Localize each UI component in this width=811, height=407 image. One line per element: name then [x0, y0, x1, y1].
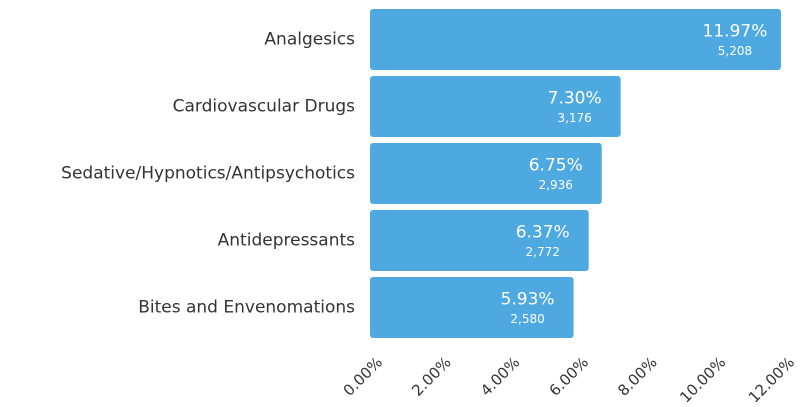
value-label: 5.93%	[501, 290, 555, 310]
bar	[370, 143, 602, 204]
bar	[370, 9, 781, 70]
bar	[370, 76, 621, 137]
x-tick-label: 2.00%	[408, 353, 454, 399]
category-label: Sedative/Hypnotics/Antipsychotics	[61, 164, 355, 184]
category-label: Analgesics	[264, 30, 355, 50]
x-tick-label: 12.00%	[745, 353, 798, 406]
count-label: 2,936	[539, 178, 573, 192]
value-label: 11.97%	[703, 22, 768, 42]
x-tick-label: 10.00%	[676, 353, 729, 406]
category-label: Bites and Envenomations	[138, 298, 355, 318]
count-label: 2,580	[510, 312, 544, 326]
bar	[370, 277, 574, 338]
count-label: 5,208	[718, 44, 752, 58]
x-tick-label: 8.00%	[614, 353, 660, 399]
count-label: 2,772	[526, 245, 560, 259]
value-label: 7.30%	[548, 89, 602, 109]
count-label: 3,176	[557, 111, 591, 125]
value-label: 6.37%	[516, 223, 570, 243]
x-tick-label: 0.00%	[340, 353, 386, 399]
category-label: Cardiovascular Drugs	[173, 97, 356, 117]
x-tick-label: 4.00%	[477, 353, 523, 399]
category-label: Antidepressants	[218, 231, 355, 251]
x-tick-label: 6.00%	[546, 353, 592, 399]
value-label: 6.75%	[529, 156, 583, 176]
bar	[370, 210, 589, 271]
